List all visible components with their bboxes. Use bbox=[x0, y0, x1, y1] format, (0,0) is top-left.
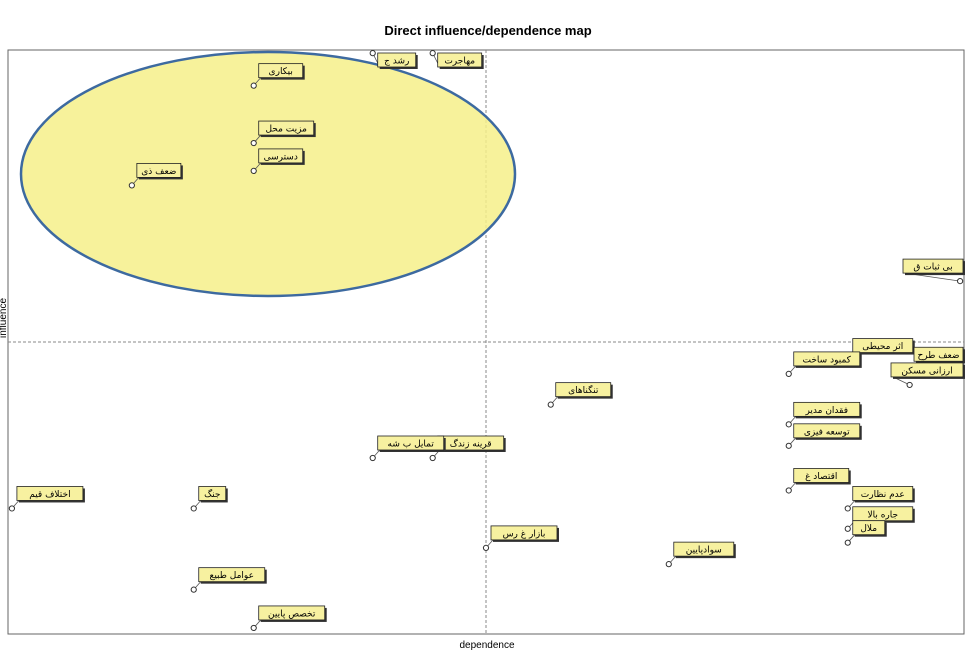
label-box bbox=[258, 148, 304, 164]
point-label: جاره بالا bbox=[867, 510, 898, 520]
point-label: کمبود ساخت bbox=[803, 355, 852, 365]
point-label: بازار غ رس bbox=[503, 529, 546, 539]
data-point bbox=[429, 454, 436, 462]
point-label: اقتصاد غ bbox=[805, 472, 837, 482]
label-box bbox=[890, 362, 964, 378]
point-label: ضعف ذی bbox=[141, 167, 176, 177]
label-box bbox=[136, 162, 182, 178]
data-point bbox=[844, 505, 851, 512]
point-label: سوادپایین bbox=[686, 546, 722, 556]
label-box bbox=[902, 258, 964, 274]
data-point bbox=[785, 487, 792, 494]
label-box bbox=[555, 382, 612, 398]
point-label: تمایل ب شه bbox=[388, 440, 435, 450]
label-box bbox=[852, 520, 886, 536]
label-box bbox=[258, 63, 304, 79]
point-label: مهاجرت bbox=[444, 57, 475, 67]
data-point bbox=[369, 454, 376, 462]
point-label: اختلاف قیم bbox=[29, 490, 70, 500]
point-label: بیکاری bbox=[269, 67, 293, 77]
highlight-ellipse bbox=[19, 50, 517, 298]
data-point bbox=[429, 50, 436, 57]
data-point bbox=[785, 370, 792, 377]
data-point bbox=[250, 624, 257, 632]
point-label: عوامل طبیع bbox=[210, 571, 254, 581]
point-label: فقدان مدیر bbox=[804, 406, 848, 416]
label-box bbox=[673, 541, 735, 557]
points-layer: مهاجرت رشد ج بیکاری مزیت محل دسترسی ضعف ذی بی … bbox=[8, 50, 965, 632]
point-label: عدم نظارت bbox=[861, 490, 905, 500]
data-point bbox=[844, 525, 851, 532]
point-label: بی ثبات ق bbox=[913, 263, 952, 273]
data-point bbox=[190, 505, 197, 512]
label-box bbox=[852, 486, 914, 501]
label-box bbox=[793, 351, 861, 367]
label-box bbox=[377, 435, 445, 451]
data-point bbox=[369, 50, 376, 57]
data-point bbox=[906, 381, 913, 389]
data-point bbox=[785, 442, 792, 449]
data-point bbox=[956, 278, 964, 285]
point-label: توسعه فیزی bbox=[804, 427, 850, 437]
data-point bbox=[190, 586, 197, 593]
point-label: ضعف طرح bbox=[917, 351, 959, 361]
label-box bbox=[490, 525, 558, 541]
label-box bbox=[793, 468, 850, 483]
label-box bbox=[258, 120, 315, 136]
label-box bbox=[437, 52, 483, 68]
point-label: مزیت محل bbox=[265, 125, 307, 135]
point-label: رشد ج bbox=[384, 57, 409, 67]
data-point bbox=[128, 182, 135, 189]
data-point bbox=[250, 82, 257, 89]
point-label: جنگ bbox=[204, 488, 220, 500]
data-point bbox=[844, 539, 851, 546]
label-box bbox=[913, 346, 964, 362]
label-box bbox=[258, 605, 326, 621]
point-label: اثر محیطی bbox=[862, 342, 903, 352]
data-point bbox=[8, 505, 16, 512]
point-label: تنگناهای bbox=[568, 384, 599, 396]
data-point bbox=[785, 421, 792, 428]
data-point bbox=[547, 401, 554, 408]
point-label: ارزانی مسکن bbox=[901, 366, 952, 376]
point-label: دسترسی bbox=[264, 152, 298, 162]
label-box bbox=[793, 423, 861, 439]
x-axis-label: dependence bbox=[459, 640, 514, 651]
data-point bbox=[482, 544, 490, 552]
point-label: تخصص پایین bbox=[268, 609, 316, 619]
point-label: قرینه زندگ bbox=[450, 438, 492, 450]
label-box bbox=[198, 486, 227, 501]
label-box bbox=[198, 567, 266, 583]
chart-title: Direct influence/dependence map bbox=[384, 23, 591, 38]
label-box bbox=[852, 338, 914, 353]
y-axis-label: influence bbox=[0, 298, 9, 338]
data-point bbox=[665, 561, 672, 568]
point-label: ملال bbox=[860, 524, 877, 534]
label-box bbox=[16, 486, 84, 501]
data-point bbox=[250, 139, 257, 147]
data-point bbox=[250, 167, 257, 174]
label-box bbox=[793, 401, 861, 417]
label-box bbox=[377, 52, 417, 68]
